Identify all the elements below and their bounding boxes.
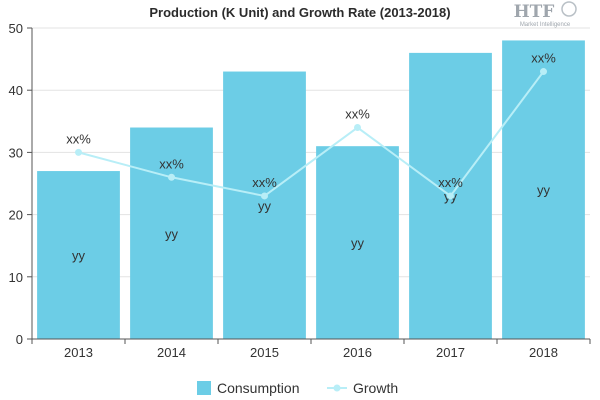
chart-title: Production (K Unit) and Growth Rate (201…: [149, 5, 450, 20]
bar: [316, 146, 399, 339]
growth-series-line: [78, 70, 545, 198]
x-tick-label: 2016: [343, 345, 372, 360]
bars: [37, 40, 585, 340]
growth-point: [540, 68, 547, 76]
growth-line: [78, 70, 545, 198]
growth-point: [168, 173, 175, 181]
bar-data-label: yy: [165, 226, 179, 241]
y-tick-label: 20: [9, 208, 23, 223]
bar-data-label: yy: [72, 248, 86, 263]
y-tick-label: 10: [9, 270, 23, 285]
growth-point: [354, 124, 361, 132]
legend-consumption-swatch: [197, 381, 211, 395]
bar: [502, 40, 585, 339]
legend: Consumption Growth: [197, 380, 398, 396]
growth-data-label: xx%: [438, 175, 463, 190]
axes: 0 10 20 30 40 50 2013 2014 2015 2016 2017 2018: [9, 21, 591, 360]
x-tick-label: 2015: [250, 345, 279, 360]
bar-data-label: yy: [258, 198, 272, 213]
x-tick-label: 2014: [157, 345, 186, 360]
legend-growth-marker: [333, 384, 341, 392]
bar: [223, 71, 306, 339]
growth-data-label: xx%: [345, 107, 370, 122]
y-tick-label: 30: [9, 145, 23, 160]
bar: [130, 127, 213, 340]
legend-consumption-label: Consumption: [217, 380, 300, 396]
growth-point: [447, 192, 454, 200]
htf-logo: HTF Market Intelligence: [514, 1, 577, 28]
x-tick-label: 2018: [529, 345, 558, 360]
logo-text: HTF: [514, 2, 555, 22]
legend-growth-label: Growth: [353, 380, 398, 396]
growth-data-label: xx%: [159, 156, 184, 171]
bar: [37, 171, 120, 339]
bar-data-label: yy: [537, 183, 551, 198]
growth-data-label: xx%: [66, 131, 91, 146]
growth-point: [75, 148, 82, 156]
logo-subtitle: Market Intelligence: [520, 22, 571, 28]
growth-labels: xx% xx% xx% xx% xx% xx%: [66, 51, 556, 190]
bar-data-label: yy: [351, 236, 365, 251]
logo-globe-icon: [561, 1, 577, 17]
y-tick-label: 0: [16, 332, 23, 347]
growth-points: [75, 68, 547, 200]
growth-data-label: xx%: [252, 175, 277, 190]
x-tick-label: 2013: [64, 345, 93, 360]
x-tick-label: 2017: [436, 345, 465, 360]
y-tick-label: 50: [9, 21, 23, 36]
growth-point: [261, 192, 268, 200]
y-tick-label: 40: [9, 83, 23, 98]
growth-data-label: xx%: [531, 51, 556, 66]
grid: [32, 27, 590, 278]
